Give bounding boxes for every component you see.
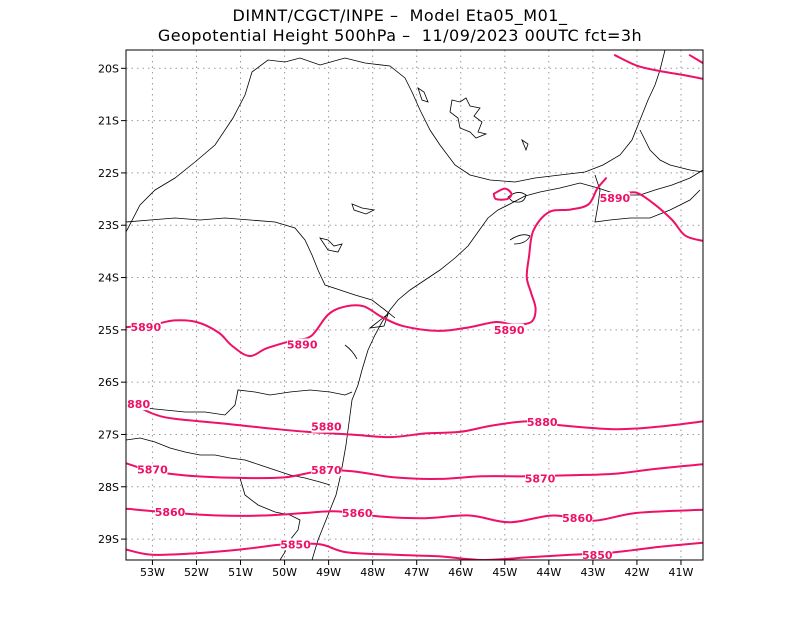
boundary-line: [126, 389, 353, 416]
contour-label-bg: [130, 321, 161, 334]
contour-label-bg: [525, 472, 556, 485]
contour-label-5850: 5850: [582, 549, 613, 562]
contour-label-bg: [155, 505, 186, 518]
x-tick-label: 52W: [184, 566, 209, 579]
contour-label-bg: [287, 338, 318, 351]
boundary-line: [126, 50, 666, 233]
contour-line-5870: [126, 462, 703, 480]
contour-label-5870: 5870: [525, 472, 556, 485]
contour-line-5880: [126, 399, 703, 439]
y-tick-label: 22S: [98, 167, 119, 180]
contour-label-bg: [599, 192, 630, 205]
reservoir: [319, 237, 343, 253]
contour-label-5880: 5880: [119, 398, 150, 411]
boundary-line: [126, 217, 396, 319]
contour-label-5850: 5850: [280, 538, 311, 551]
coastline: [311, 169, 703, 560]
contour-label-bg: [342, 506, 373, 519]
boundary-line: [126, 437, 331, 486]
y-tick-label: 21S: [98, 115, 119, 128]
contour-line-5850: [126, 541, 703, 560]
y-tick-label: 28S: [98, 481, 119, 494]
contour-labels: 5850 5850 5860 5860 5860 5870 5870 5870 5880 5880…: [119, 192, 631, 562]
contour-label-5890: 5890: [287, 338, 318, 351]
reservoir: [449, 97, 488, 139]
contour-line-5890: [492, 187, 513, 201]
y-tick-label: 27S: [98, 428, 119, 441]
contour-label-5870: 5870: [137, 464, 168, 477]
contour-label-5860: 5860: [562, 512, 593, 525]
chart-title-line2: Geopotential Height 500hPa – 11/09/2023 …: [157, 26, 643, 45]
y-tick-label: 25S: [98, 324, 119, 337]
x-tick-label: 49W: [316, 566, 341, 579]
graticule-grid: [126, 50, 703, 560]
x-tick-label: 44W: [536, 566, 561, 579]
contour-line-5890: [126, 177, 608, 357]
contour-label-bg: [137, 463, 168, 476]
axes: 53W 52W 51W 50W 49W 48W 47W 46W 45W 44W 43W 42W 41W 2…: [98, 62, 694, 579]
contour-lines: [126, 54, 703, 560]
contour-line-5890: [688, 54, 703, 65]
x-tick-label: 45W: [492, 566, 517, 579]
y-tick-label: 29S: [98, 533, 119, 546]
x-tick-label: 42W: [624, 566, 649, 579]
contour-label-bg: [311, 464, 342, 477]
bay-coast: [509, 234, 531, 245]
contour-label-bg: [280, 538, 311, 551]
bay-coast: [344, 344, 358, 360]
x-tick-label: 47W: [404, 566, 429, 579]
boundary-line: [639, 129, 703, 173]
boundary-line: [594, 174, 701, 223]
contour-label-5860: 5860: [342, 507, 373, 520]
x-tick-label: 43W: [580, 566, 605, 579]
reservoir: [351, 203, 376, 215]
chart-title-line1: DIMNT/CGCT/INPE – Model Eta05_M01_: [232, 6, 568, 25]
contour-label-5880: 5880: [311, 421, 342, 434]
contour-label-5890: 5890: [131, 321, 162, 334]
x-tick-label: 51W: [228, 566, 253, 579]
x-tick-label: 46W: [448, 566, 473, 579]
x-tick-label: 41W: [669, 566, 694, 579]
x-tick-label: 48W: [360, 566, 385, 579]
reservoir: [521, 138, 529, 152]
contour-label-5860: 5860: [155, 506, 186, 519]
y-tick-label: 23S: [98, 219, 119, 232]
contour-label-5870: 5870: [311, 464, 342, 477]
y-tick-label: 24S: [98, 272, 119, 285]
contour-label-5880: 5880: [527, 416, 558, 429]
y-tick-label: 20S: [98, 62, 119, 75]
contour-label-5890: 5890: [600, 192, 631, 205]
contour-line-5860: [126, 507, 703, 524]
bay-coast: [507, 192, 527, 203]
contour-label-bg: [582, 548, 613, 560]
coastline-boundaries: [126, 50, 703, 560]
x-tick-label: 50W: [272, 566, 297, 579]
plot-frame: [125, 49, 704, 561]
contour-label-bg: [126, 398, 150, 411]
contour-label-bg: [494, 323, 525, 336]
contour-label-bg: [562, 512, 593, 525]
contour-line-5890: [613, 54, 703, 80]
x-tick-label: 53W: [140, 566, 165, 579]
contour-line-5890: [622, 191, 703, 242]
contour-label-bg: [311, 420, 342, 433]
contour-label-5890: 5890: [494, 324, 525, 337]
y-tick-label: 26S: [98, 376, 119, 389]
contour-label-bg: [527, 415, 558, 428]
reservoir: [417, 87, 429, 103]
